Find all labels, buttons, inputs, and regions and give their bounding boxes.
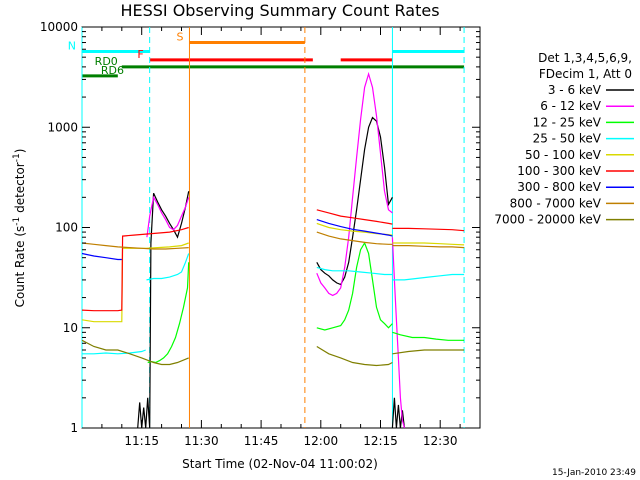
series-6-segment-1 (316, 219, 393, 237)
y-tick-label-1: 10 (63, 321, 78, 335)
series-3-segment-2 (316, 266, 393, 276)
series-7-segment-0 (81, 242, 189, 250)
chart-title: HESSI Observing Summary Count Rates (120, 1, 439, 20)
flag-label-f: F (137, 48, 143, 61)
x-tick-label-5: 12:30 (423, 434, 458, 448)
y-tick-label-2: 100 (55, 221, 78, 235)
series-8 (81, 339, 465, 367)
flag-label-rd6: RD6 (101, 64, 124, 77)
time-markers (81, 27, 465, 428)
x-tick-label-1: 11:30 (184, 434, 219, 448)
series-4 (81, 222, 465, 323)
x-tick-label-3: 12:00 (304, 434, 339, 448)
series-1 (146, 71, 405, 429)
legend-label-8: 7000 - 20000 keV (494, 213, 601, 227)
flag-label-s: S (176, 31, 183, 44)
legend-label-0: 3 - 6 keV (548, 83, 602, 97)
series-0-segment-1 (316, 116, 393, 286)
y-axis-label-sup: -1 (12, 217, 22, 226)
series-2 (147, 241, 465, 364)
legend-header-line-1: Det 1,3,4,5,6,9, (538, 51, 632, 65)
x-tick-label-4: 12:15 (363, 434, 398, 448)
series-3-segment-1 (146, 253, 190, 281)
series-5 (81, 209, 465, 312)
legend-label-6: 300 - 800 keV (517, 180, 601, 194)
series-3-segment-0 (82, 349, 146, 355)
series-0-segment-0 (137, 191, 190, 429)
y-axis-label-main: Count Rate (s (13, 226, 27, 308)
series-4-segment-2 (392, 242, 465, 246)
legend-label-3: 25 - 50 keV (533, 132, 602, 146)
series-lines (81, 71, 465, 429)
series-6-segment-0 (81, 252, 122, 261)
series-6 (81, 219, 393, 261)
axis-ticks: 11:15 11:30 11:45 12:00 12:15 12:30 1 10 100 1000… (40, 20, 480, 448)
legend-header-line-2: FDecim 1, Att 0 (539, 67, 632, 81)
series-2-segment-1 (316, 241, 393, 331)
series-3-segment-3 (392, 273, 465, 281)
plot-frame (81, 26, 481, 429)
series-0 (137, 116, 405, 429)
legend-label-5: 100 - 300 keV (517, 164, 601, 178)
x-tick-label-2: 11:45 (244, 434, 279, 448)
series-5-segment-0 (81, 226, 189, 312)
y-tick-label-4: 10000 (40, 20, 78, 34)
y-axis-label-end: ) (13, 149, 27, 154)
legend-label-2: 12 - 25 keV (533, 115, 602, 129)
series-5-segment-2 (392, 227, 465, 232)
series-7-segment-2 (392, 245, 465, 249)
x-axis-label: Start Time (02-Nov-04 11:00:02) (182, 457, 378, 471)
series-1-segment-0 (146, 195, 190, 238)
series-4-segment-0 (81, 242, 189, 323)
series-8-segment-1 (316, 345, 393, 367)
series-8-segment-2 (392, 349, 465, 355)
y-tick-label-0: 1 (70, 421, 78, 435)
y-axis-label-sup2: -1 (12, 153, 22, 162)
series-2-segment-2 (392, 331, 465, 341)
legend-label-1: 6 - 12 keV (540, 99, 602, 113)
series-7 (81, 231, 465, 250)
series-8-segment-0 (81, 339, 189, 366)
y-axis-label-mid: detector (13, 162, 27, 217)
y-axis-label: Count Rate (s-1 detector-1) (12, 149, 27, 308)
x-tick-label-0: 11:15 (124, 434, 159, 448)
legend-label-7: 800 - 7000 keV (510, 196, 602, 210)
legend-label-4: 50 - 100 keV (525, 148, 602, 162)
series-1-segment-1 (316, 71, 393, 297)
y-tick-label-3: 1000 (47, 120, 78, 134)
legend: Det 1,3,4,5,6,9, FDecim 1, Att 0 3 - 6 k… (494, 51, 634, 227)
series-7-segment-1 (316, 231, 393, 245)
series-5-segment-1 (316, 209, 393, 225)
series-3 (82, 253, 465, 355)
series-0-segment-2 (391, 397, 405, 429)
flag-label-rd0: RD0 (95, 55, 118, 68)
footer-date: 15-Jan-2010 23:49 (552, 468, 636, 478)
flag-label-n: N (68, 39, 76, 52)
